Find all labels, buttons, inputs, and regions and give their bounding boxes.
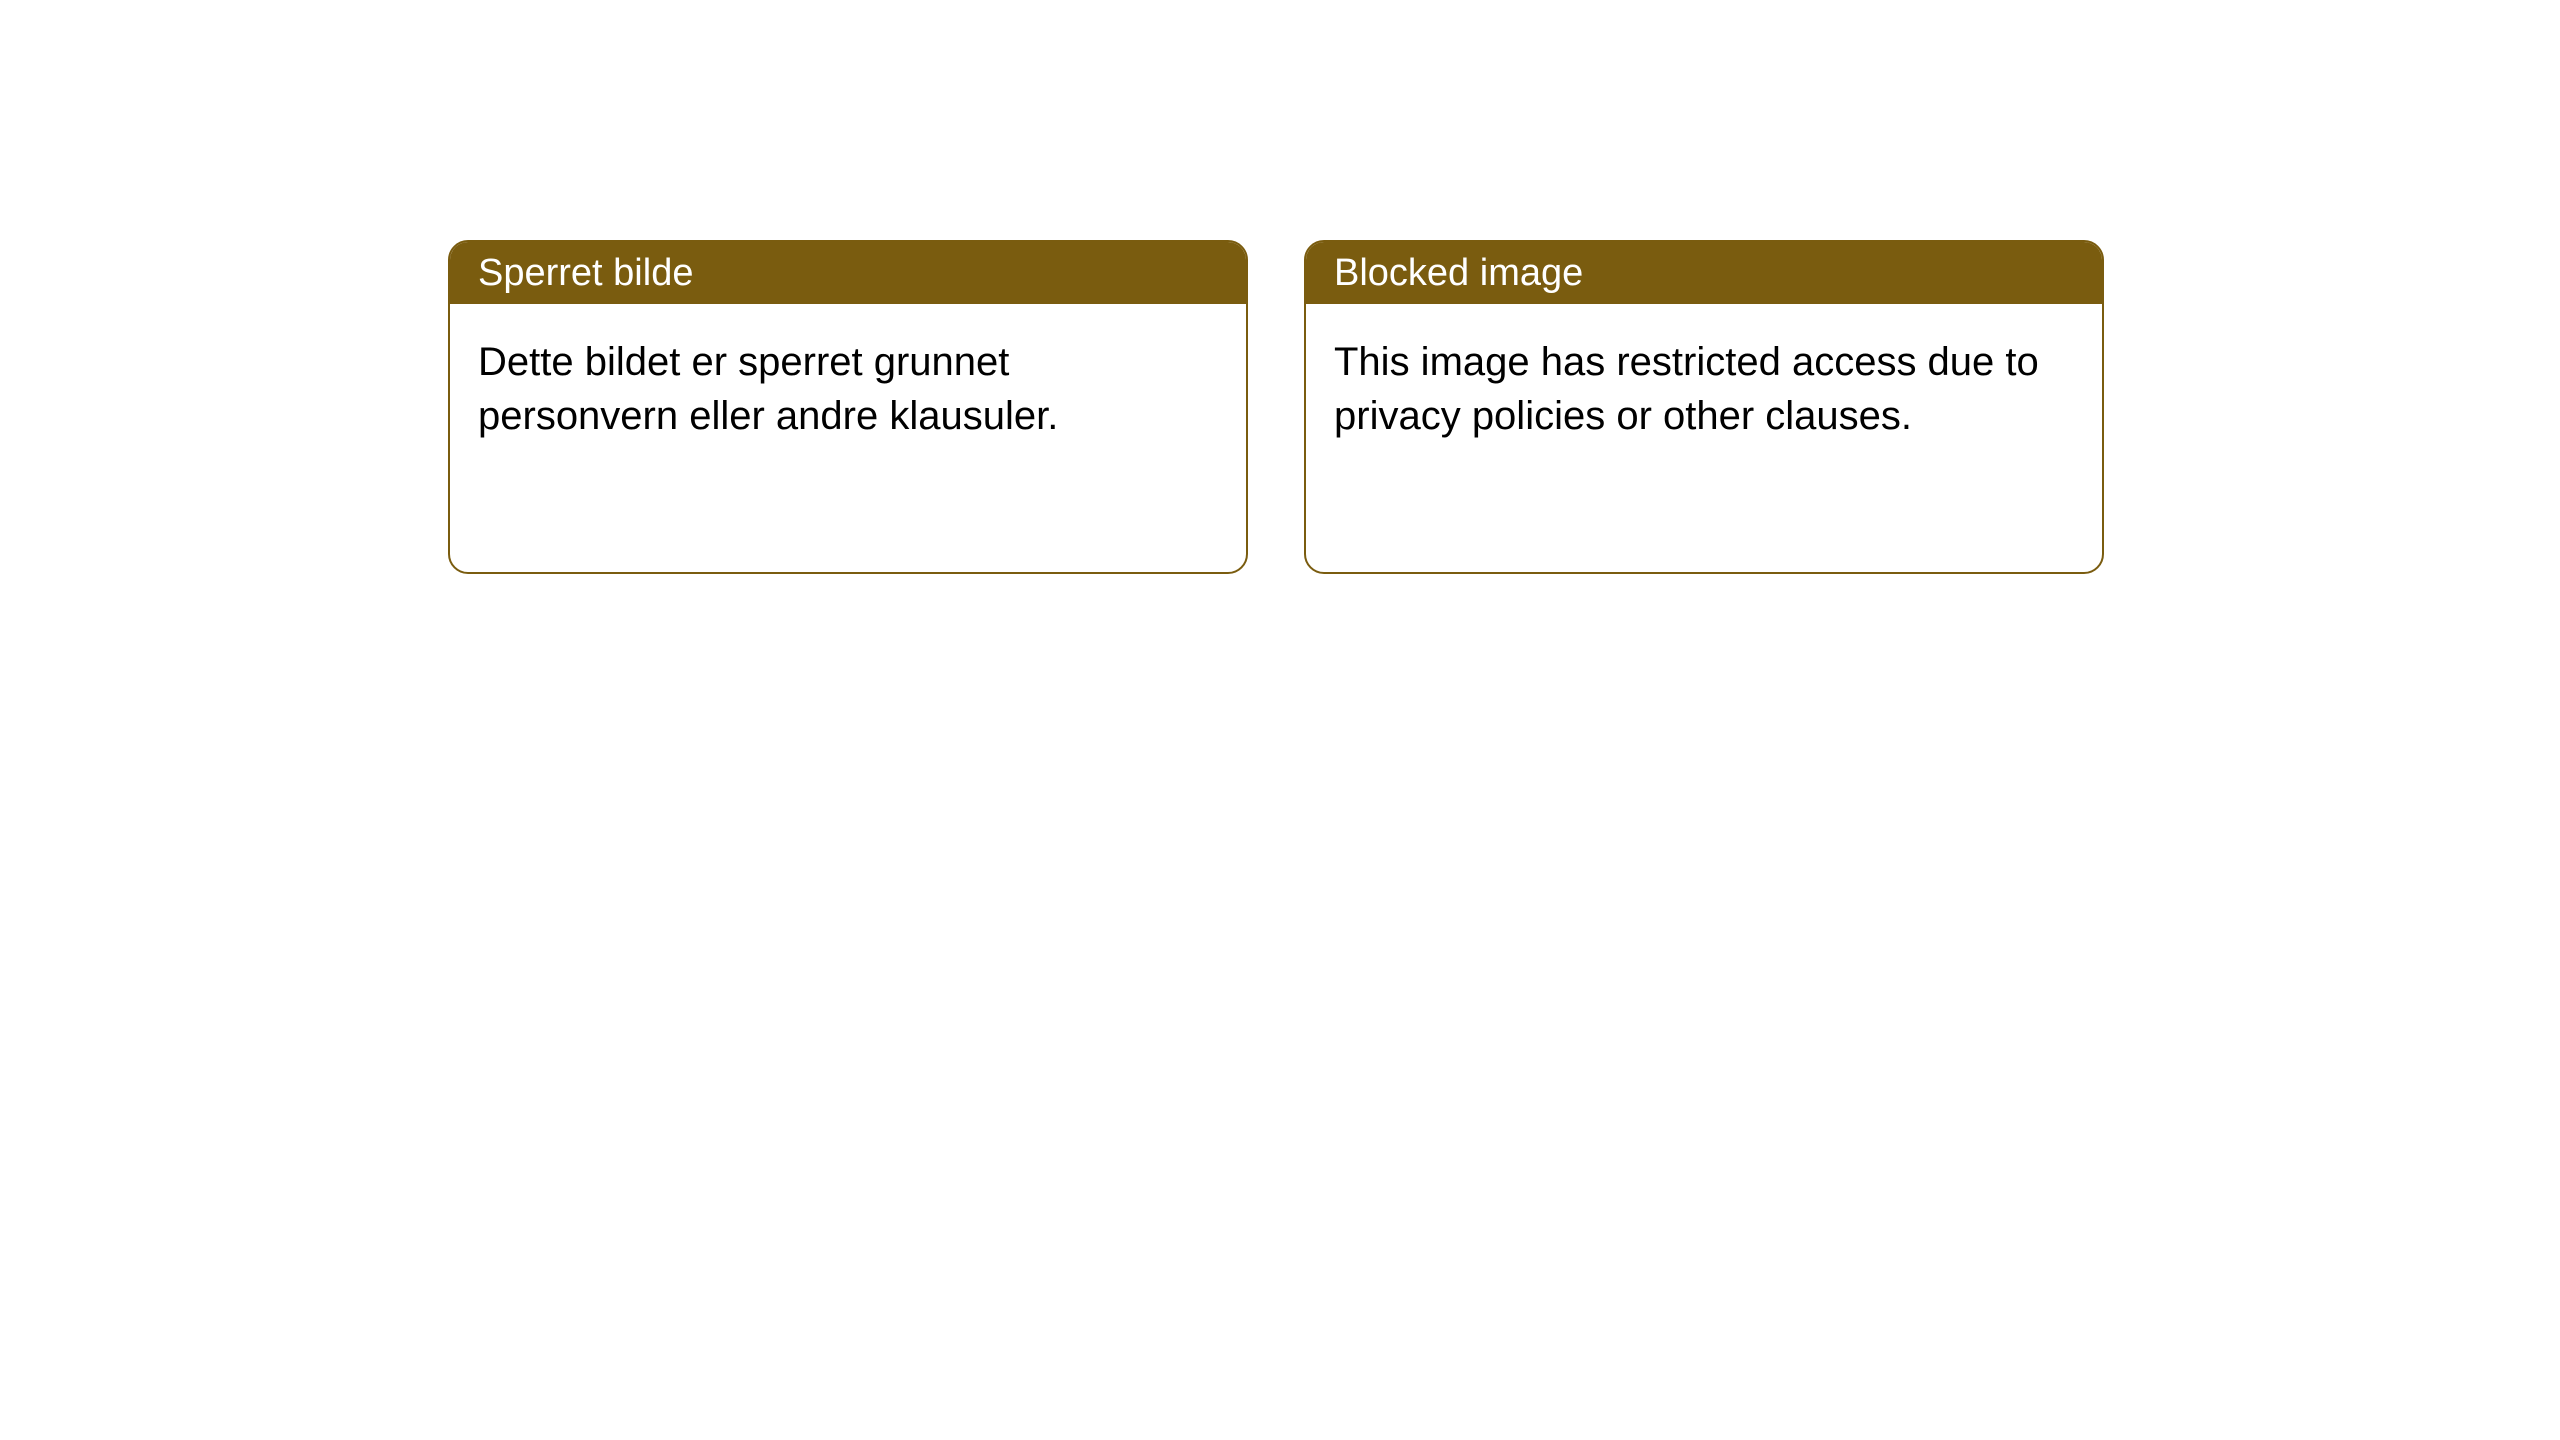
notice-body-no: Dette bildet er sperret grunnet personve… bbox=[450, 304, 1246, 475]
notice-body-en: This image has restricted access due to … bbox=[1306, 304, 2102, 475]
notice-card-en: Blocked image This image has restricted … bbox=[1304, 240, 2104, 574]
notice-container: Sperret bilde Dette bildet er sperret gr… bbox=[448, 240, 2104, 574]
notice-card-no: Sperret bilde Dette bildet er sperret gr… bbox=[448, 240, 1248, 574]
notice-title-no: Sperret bilde bbox=[450, 242, 1246, 304]
notice-title-en: Blocked image bbox=[1306, 242, 2102, 304]
